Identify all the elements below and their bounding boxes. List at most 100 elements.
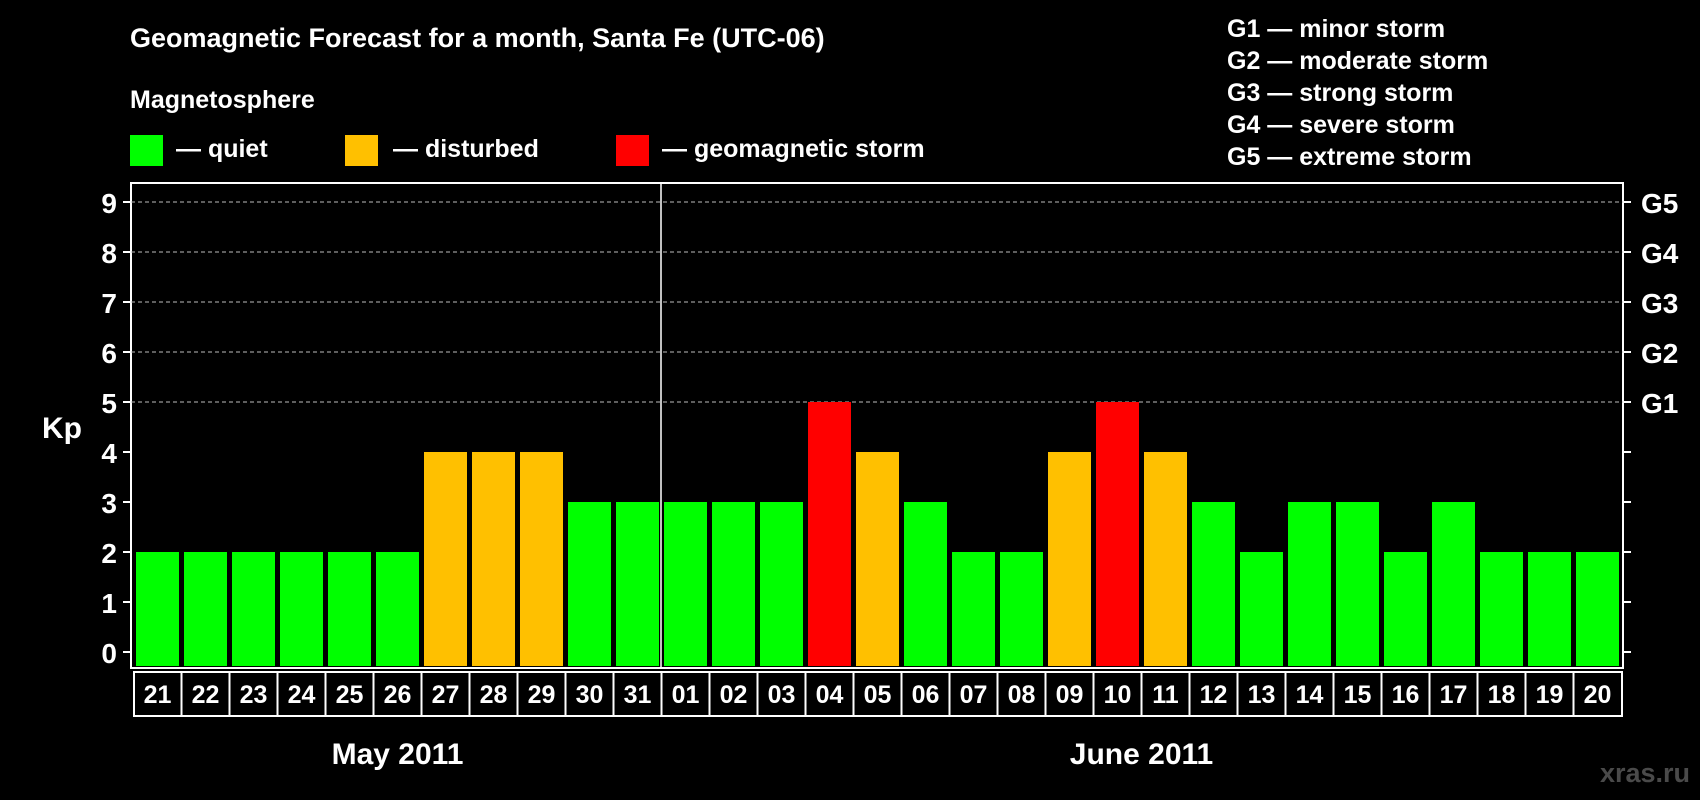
x-tick-label-16-26: 16 [1392, 681, 1420, 709]
bar-13-23 [1240, 552, 1283, 666]
legend-title: Magnetosphere [130, 86, 315, 114]
right-tick-label-g3: G3 [1641, 288, 1678, 319]
right-tick-label-g4: G4 [1641, 238, 1679, 269]
y-tick-label-1: 1 [101, 588, 117, 619]
x-tick-label-06-16: 06 [912, 681, 940, 709]
storm-scale-g4: G4 — severe storm [1227, 111, 1455, 139]
bar-29-8 [520, 452, 563, 666]
x-tick-label-01-11: 01 [672, 681, 700, 709]
x-tick-label-03-13: 03 [768, 681, 796, 709]
x-tick-label-31-10: 31 [624, 681, 652, 709]
bar-22-1 [184, 552, 227, 666]
bar-27-6 [424, 452, 467, 666]
x-tick-label-21-0: 21 [144, 681, 172, 709]
right-tick-label-g1: G1 [1641, 388, 1678, 419]
bar-28-7 [472, 452, 515, 666]
x-tick-label-19-29: 19 [1536, 681, 1564, 709]
x-tick-label-15-25: 15 [1344, 681, 1372, 709]
bar-06-16 [904, 502, 947, 666]
chart-title: Geomagnetic Forecast for a month, Santa … [130, 23, 825, 53]
x-tick-label-24-3: 24 [288, 681, 316, 709]
y-tick-label-2: 2 [101, 538, 117, 569]
x-tick-label-08-18: 08 [1008, 681, 1036, 709]
storm-scale-g2: G2 — moderate storm [1227, 47, 1488, 75]
legend-swatch-storm [616, 135, 649, 166]
storm-scale-list: G1 — minor storm G2 — moderate storm G3 … [1227, 15, 1488, 171]
right-tick-label-g2: G2 [1641, 338, 1678, 369]
y-tick-label-9: 9 [101, 188, 117, 219]
x-tick-label-27-6: 27 [432, 681, 460, 709]
legend-swatch-quiet [130, 135, 163, 166]
storm-scale-g1: G1 — minor storm [1227, 15, 1445, 43]
storm-scale-g5: G5 — extreme storm [1227, 143, 1472, 171]
legend: — quiet — disturbed — geomagnetic storm [130, 135, 925, 166]
bar-14-24 [1288, 502, 1331, 666]
y-tick-label-6: 6 [101, 338, 117, 369]
bar-26-5 [376, 552, 419, 666]
bar-09-19 [1048, 452, 1091, 666]
x-tick-label-23-2: 23 [240, 681, 268, 709]
watermark: xras.ru [1600, 758, 1690, 788]
bar-15-25 [1336, 502, 1379, 666]
bar-01-11 [664, 502, 707, 666]
x-tick-label-10-20: 10 [1104, 681, 1132, 709]
x-tick-label-02-12: 02 [720, 681, 748, 709]
legend-label-storm: — geomagnetic storm [662, 135, 925, 163]
y-tick-label-3: 3 [101, 488, 117, 519]
x-tick-label-30-9: 30 [576, 681, 604, 709]
date-axis-box [133, 671, 1623, 717]
y-tick-label-7: 7 [101, 288, 117, 319]
bar-20-30 [1576, 552, 1619, 666]
x-tick-label-13-23: 13 [1248, 681, 1276, 709]
x-tick-label-18-28: 18 [1488, 681, 1516, 709]
x-tick-label-12-22: 12 [1200, 681, 1228, 709]
x-tick-label-07-17: 07 [960, 681, 988, 709]
bar-31-10 [616, 502, 659, 666]
legend-swatch-disturbed [345, 135, 378, 166]
bar-11-21 [1144, 452, 1187, 666]
x-tick-label-04-14: 04 [816, 681, 844, 709]
bar-18-28 [1480, 552, 1523, 666]
bar-03-13 [760, 502, 803, 666]
month-label-june-2011: June 2011 [1070, 738, 1213, 771]
bar-10-20 [1096, 402, 1139, 666]
x-tick-label-28-7: 28 [480, 681, 508, 709]
legend-label-quiet: — quiet [176, 135, 268, 163]
x-tick-label-22-1: 22 [192, 681, 220, 709]
bar-12-22 [1192, 502, 1235, 666]
y-tick-label-4: 4 [101, 438, 117, 469]
y-tick-label-0: 0 [101, 638, 117, 669]
bar-08-18 [1000, 552, 1043, 666]
bar-02-12 [712, 502, 755, 666]
y-tick-label-5: 5 [101, 388, 117, 419]
x-tick-label-29-8: 29 [528, 681, 556, 709]
bar-23-2 [232, 552, 275, 666]
bar-21-0 [136, 552, 179, 666]
x-tick-label-20-30: 20 [1584, 681, 1612, 709]
bar-25-4 [328, 552, 371, 666]
x-tick-label-09-19: 09 [1056, 681, 1084, 709]
legend-label-disturbed: — disturbed [393, 135, 539, 163]
x-tick-label-05-15: 05 [864, 681, 892, 709]
x-tick-label-17-27: 17 [1440, 681, 1468, 709]
x-tick-label-26-5: 26 [384, 681, 412, 709]
bar-04-14 [808, 402, 851, 666]
x-tick-label-11-21: 11 [1152, 681, 1179, 709]
right-tick-label-g5: G5 [1641, 188, 1678, 219]
bar-19-29 [1528, 552, 1571, 666]
x-tick-label-14-24: 14 [1296, 681, 1324, 709]
bar-16-26 [1384, 552, 1427, 666]
bar-17-27 [1432, 502, 1475, 666]
bar-07-17 [952, 552, 995, 666]
x-tick-label-25-4: 25 [336, 681, 364, 709]
bar-30-9 [568, 502, 611, 666]
y-axis-label: Kp [42, 412, 82, 445]
storm-scale-g3: G3 — strong storm [1227, 79, 1453, 107]
y-tick-label-8: 8 [101, 238, 117, 269]
bar-05-15 [856, 452, 899, 666]
month-label-may-2011: May 2011 [332, 738, 464, 771]
plot-frame [130, 182, 1624, 669]
bar-24-3 [280, 552, 323, 666]
